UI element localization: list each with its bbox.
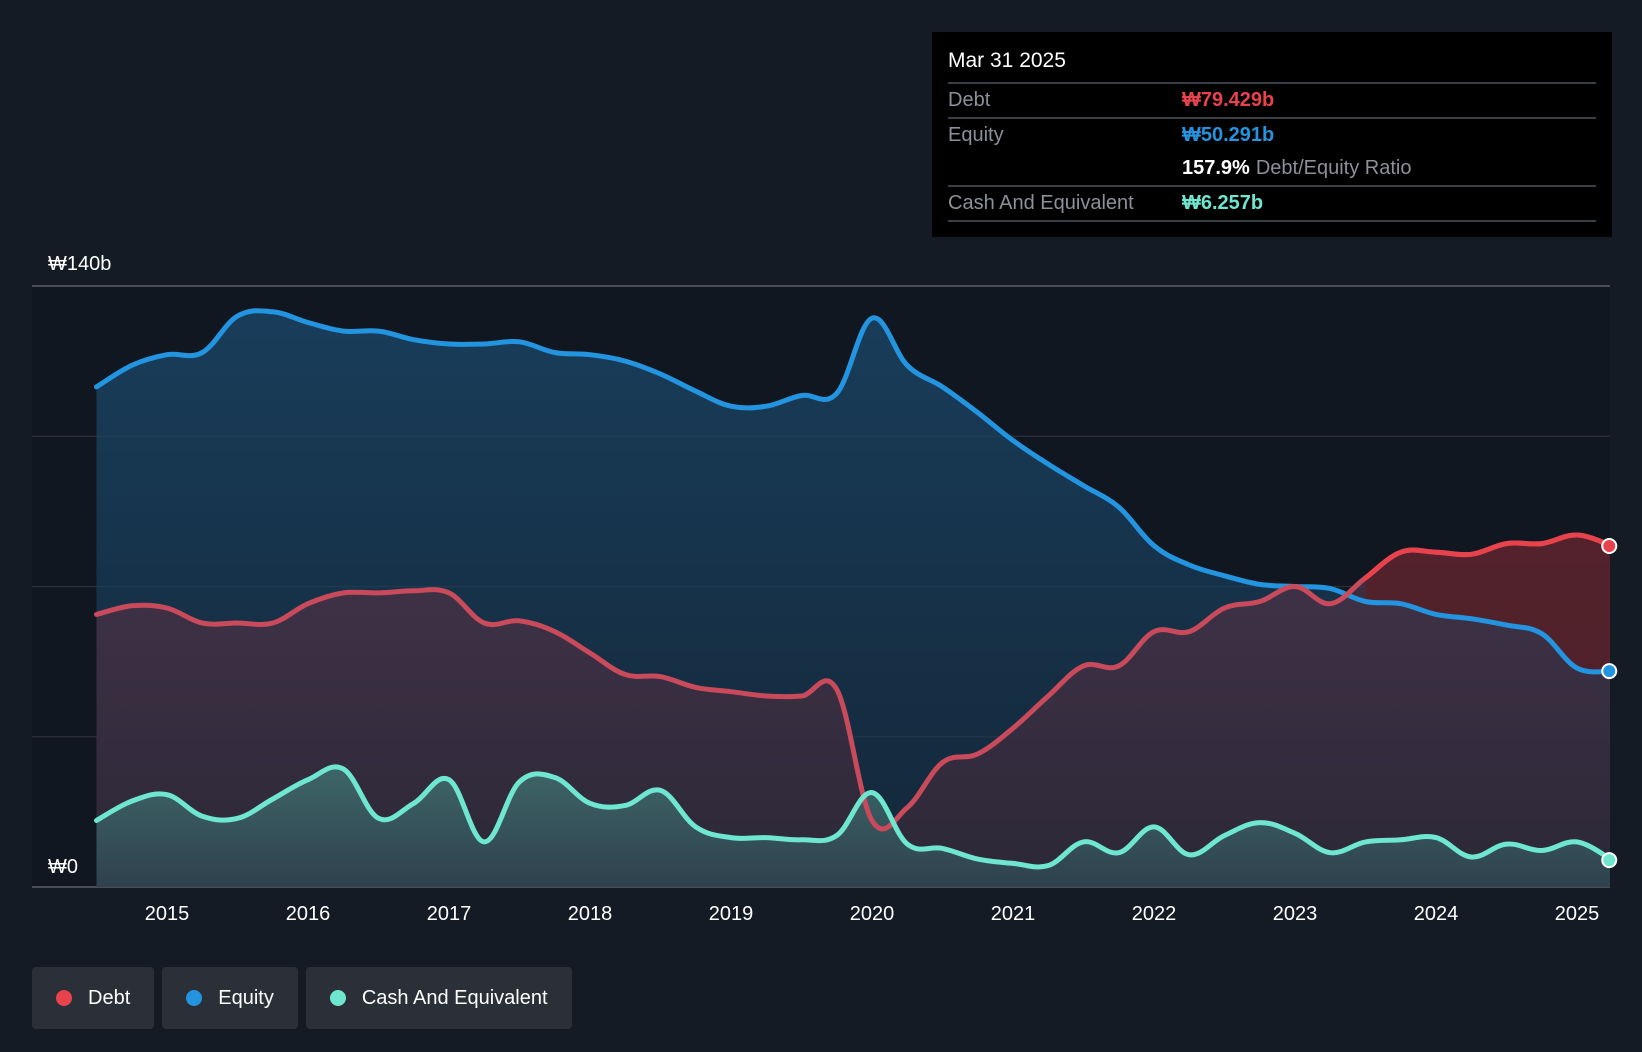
end-markers bbox=[1601, 538, 1618, 869]
legend-item-equity[interactable]: Equity bbox=[162, 967, 298, 1029]
legend-item-cash[interactable]: Cash And Equivalent bbox=[305, 967, 572, 1029]
legend-dot-debt-icon bbox=[56, 990, 72, 1006]
tooltip-ratio-label: Debt/Equity Ratio bbox=[1255, 157, 1412, 179]
x-tick-label: 2019 bbox=[709, 903, 754, 925]
x-tick-label: 2020 bbox=[850, 903, 895, 925]
x-tick-label: 2024 bbox=[1414, 903, 1459, 925]
legend-label-debt: Debt bbox=[88, 986, 131, 1009]
cash-end-marker bbox=[1601, 852, 1618, 869]
cash-line bbox=[94, 764, 1610, 870]
tooltip-equity-value: ₩50.291b bbox=[1182, 124, 1275, 146]
x-tick-label: 2018 bbox=[568, 903, 613, 925]
x-tick-label: 2022 bbox=[1132, 903, 1177, 925]
tooltip-cash-row: Cash And Equivalent ₩6.257b bbox=[948, 187, 1596, 222]
chart-legend: Debt Equity Cash And Equivalent bbox=[32, 967, 572, 1029]
tooltip-cash-label: Cash And Equivalent bbox=[948, 192, 1134, 214]
axes: ₩140b ₩0 2015 2016 2017 2018 2019 2020 2021 2022 2… bbox=[48, 253, 1599, 925]
x-tick-label: 2023 bbox=[1273, 903, 1318, 925]
equity-end-marker bbox=[1601, 663, 1618, 680]
tooltip-equity-label: Equity bbox=[948, 124, 1004, 146]
tooltip-ratio-row: 157.9% Debt/Equity Ratio bbox=[948, 152, 1596, 187]
y-tick-label: ₩140b bbox=[48, 253, 111, 275]
x-tick-label: 2021 bbox=[991, 903, 1036, 925]
debt-line-highlight bbox=[1363, 532, 1610, 581]
x-tick-label: 2025 bbox=[1555, 903, 1600, 925]
equity-line bbox=[94, 308, 1610, 675]
tooltip-ratio-value: 157.9% bbox=[1182, 157, 1250, 179]
hover-tooltip: Mar 31 2025 Debt ₩79.429b Equity ₩50.291… bbox=[932, 32, 1612, 237]
tooltip-debt-label: Debt bbox=[948, 89, 991, 111]
legend-item-debt[interactable]: Debt bbox=[32, 967, 155, 1029]
tooltip-debt-row: Debt ₩79.429b bbox=[948, 84, 1596, 119]
x-tick-label: 2015 bbox=[145, 903, 190, 925]
x-tick-label: 2017 bbox=[427, 903, 472, 925]
tooltip-equity-row: Equity ₩50.291b bbox=[948, 119, 1596, 152]
legend-dot-equity-icon bbox=[186, 990, 203, 1006]
cash-area bbox=[96, 766, 1610, 887]
series-areas bbox=[96, 310, 1610, 887]
tooltip-cash-value: ₩6.257b bbox=[1182, 192, 1264, 214]
x-tick-label: 2016 bbox=[286, 903, 331, 925]
legend-label-cash: Cash And Equivalent bbox=[361, 986, 548, 1009]
tooltip-debt-value: ₩79.429b bbox=[1182, 89, 1275, 111]
series-lines bbox=[94, 308, 1610, 870]
debt-end-marker bbox=[1601, 538, 1618, 555]
debt-area bbox=[96, 534, 1610, 887]
legend-label-equity: Equity bbox=[218, 986, 274, 1009]
y-tick-label: ₩0 bbox=[48, 856, 78, 878]
legend-dot-cash-icon bbox=[329, 990, 346, 1006]
debt-line bbox=[94, 532, 1610, 832]
tooltip-date: Mar 31 2025 bbox=[948, 46, 1596, 84]
